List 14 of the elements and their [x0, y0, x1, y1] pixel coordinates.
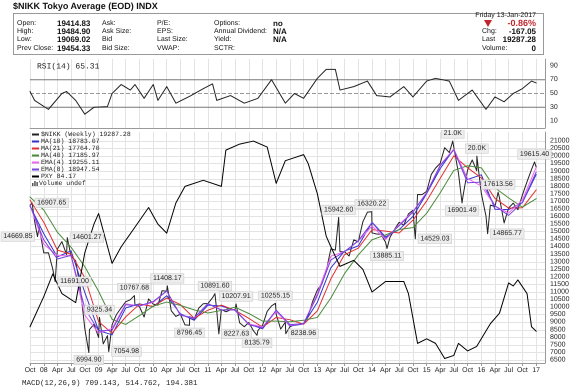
text: 19414.83 — [57, 19, 90, 28]
line-series — [30, 68, 537, 115]
text: 19287.28 — [502, 35, 536, 44]
text: N/A — [273, 35, 287, 44]
text: 19454.33 — [57, 44, 90, 53]
text: no — [273, 19, 283, 28]
chart-title: RSI(14) 65.31 — [37, 62, 100, 72]
text: $NIKK Tokyo Average (EOD) INDX — [13, 1, 158, 11]
text: 19484.90 — [57, 27, 90, 36]
text: 19069.02 — [57, 35, 90, 44]
text: N/A — [273, 27, 287, 36]
text: 0 — [532, 44, 536, 53]
text: -167.05 — [508, 27, 536, 36]
text: -0.86% — [507, 18, 536, 28]
